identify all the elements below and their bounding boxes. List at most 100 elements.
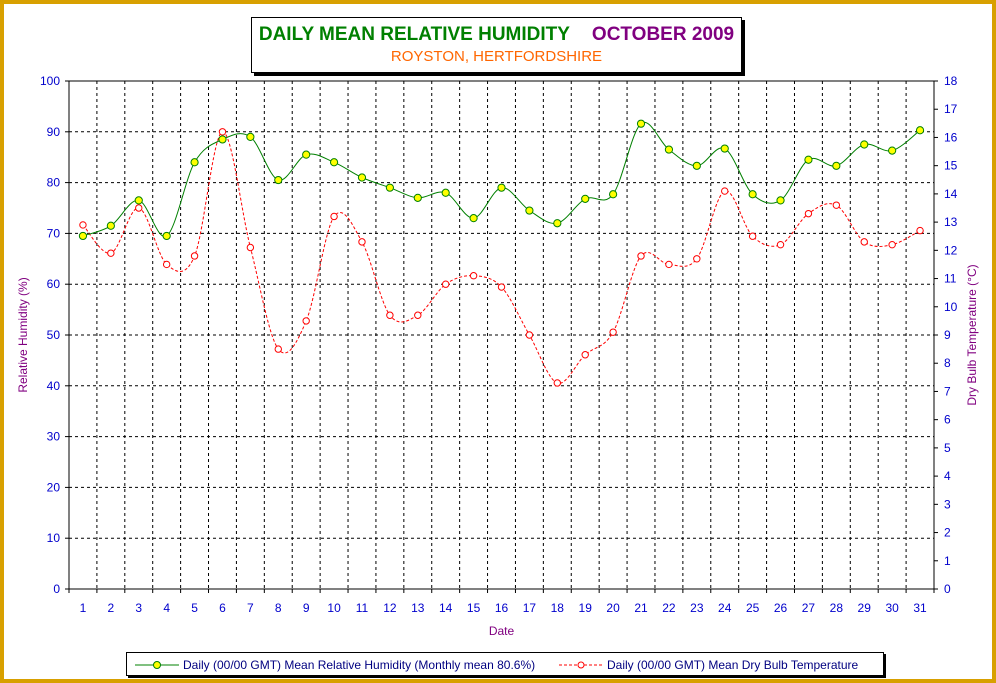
x-axis-tick-label: 30 [885,601,899,615]
x-axis-tick-label: 21 [634,601,648,615]
x-axis-tick-label: 13 [411,601,425,615]
data-point-humidity [218,135,227,144]
chart-title-box: DAILY MEAN RELATIVE HUMIDITY OCTOBER 2009… [251,17,742,73]
x-axis-tick-label: 4 [163,601,170,615]
x-axis-tick-label: 28 [830,601,844,615]
data-point-humidity [190,158,199,167]
y2-axis-tick-label: 9 [944,328,951,342]
data-point-temperature [162,260,171,269]
y-axis-tick-label: 10 [47,531,61,545]
chart-title-month: OCTOBER 2009 [591,24,735,45]
x-axis-tick-label: 12 [383,601,397,615]
data-point-temperature [386,311,394,319]
data-point-temperature [916,226,924,235]
x-axis-tick-label: 24 [718,601,732,615]
data-point-temperature [609,328,617,336]
data-point-temperature [637,252,645,260]
data-point-humidity [385,183,394,192]
data-point-humidity [888,146,897,155]
data-point-humidity [302,150,311,159]
y-axis-tick-label: 60 [47,277,61,291]
data-point-humidity [413,193,422,202]
y-axis-tick-label: 80 [47,176,61,190]
data-point-humidity [553,219,562,228]
x-axis-tick-label: 17 [523,601,537,615]
x-axis-tick-label: 20 [606,601,620,615]
x-axis-tick-label: 16 [495,601,509,615]
data-point-humidity [497,183,506,192]
data-point-temperature [525,331,534,339]
data-point-humidity [357,173,367,182]
data-point-humidity [776,196,785,205]
y2-axis-tick-label: 8 [944,356,951,370]
y2-axis-tick-label: 4 [944,469,951,483]
data-point-humidity [748,190,757,199]
data-point-humidity [915,126,925,135]
x-axis-tick-label: 8 [275,601,282,615]
y2-axis-tick-label: 0 [944,582,951,596]
data-point-humidity [804,155,813,164]
legend-swatch-humidity [135,661,179,669]
y-axis-tick-label: 90 [47,125,61,139]
y2-axis-tick-label: 13 [944,215,958,229]
data-point-humidity [106,221,115,230]
data-point-humidity [274,175,283,185]
chart-title: DAILY MEAN RELATIVE HUMIDITY [258,24,570,45]
y2-axis-tick-label: 12 [944,243,958,257]
y2-axis-tick-label: 18 [944,74,958,88]
y-axis-tick-label: 20 [47,480,61,494]
y2-axis-tick-label: 6 [944,413,951,427]
x-axis-tick-label: 22 [662,601,676,615]
x-axis-tick-label: 11 [356,601,369,615]
data-point-temperature [776,240,785,249]
data-point-temperature [274,345,282,353]
y2-axis-tick-label: 1 [944,554,951,568]
y-axis-tick-label: 70 [47,226,61,240]
x-axis-tick-label: 14 [439,601,453,615]
data-point-temperature [804,209,813,218]
data-point-humidity [692,161,701,170]
x-axis-tick-label: 23 [690,601,704,615]
x-axis-tick-label: 18 [551,601,565,615]
data-point-temperature [302,317,310,325]
y2-axis-tick-label: 7 [944,384,951,398]
y2-axis-tick-label: 16 [944,130,958,144]
y2-axis-tick-label: 15 [944,159,958,173]
x-axis-tick-label: 31 [913,601,927,615]
y-axis-tick-label: 0 [53,582,60,596]
x-axis-tick-label: 10 [327,601,341,615]
y-axis-tick-label: 30 [47,430,61,444]
y2-axis-tick-label: 2 [944,526,951,540]
chart-subtitle: ROYSTON, HERTFORDSHIRE [390,48,603,65]
data-point-temperature [414,311,422,319]
data-point-humidity [720,144,729,153]
data-point-temperature [497,283,506,291]
data-point-temperature [135,204,143,212]
data-point-temperature [832,201,841,209]
chart-legend: Daily (00/00 GMT) Mean Relative Humidity… [126,652,884,676]
x-axis-tick-label: 1 [80,601,87,615]
data-point-temperature [748,232,757,240]
y2-axis-tick-label: 10 [944,300,958,314]
data-point-humidity [832,161,841,170]
data-point-temperature [860,238,868,246]
x-axis-title: Date [489,624,515,638]
data-point-humidity [162,231,171,241]
data-point-humidity [78,231,88,241]
data-point-temperature [218,128,227,136]
data-point-temperature [581,351,589,359]
data-point-humidity [609,190,618,199]
data-point-temperature [246,243,255,252]
y-axis-tick-label: 50 [47,328,61,342]
y2-axis-tick-label: 17 [944,102,958,116]
data-point-humidity [581,194,590,203]
x-axis-tick-label: 15 [467,601,481,615]
data-point-temperature [107,249,115,257]
data-point-humidity [441,188,450,197]
x-axis-tick-label: 19 [579,601,593,615]
x-axis-tick-label: 3 [135,601,142,615]
data-point-temperature [358,238,366,246]
y-axis-title: Relative Humidity (%) [16,277,30,392]
x-axis-tick-label: 25 [746,601,760,615]
